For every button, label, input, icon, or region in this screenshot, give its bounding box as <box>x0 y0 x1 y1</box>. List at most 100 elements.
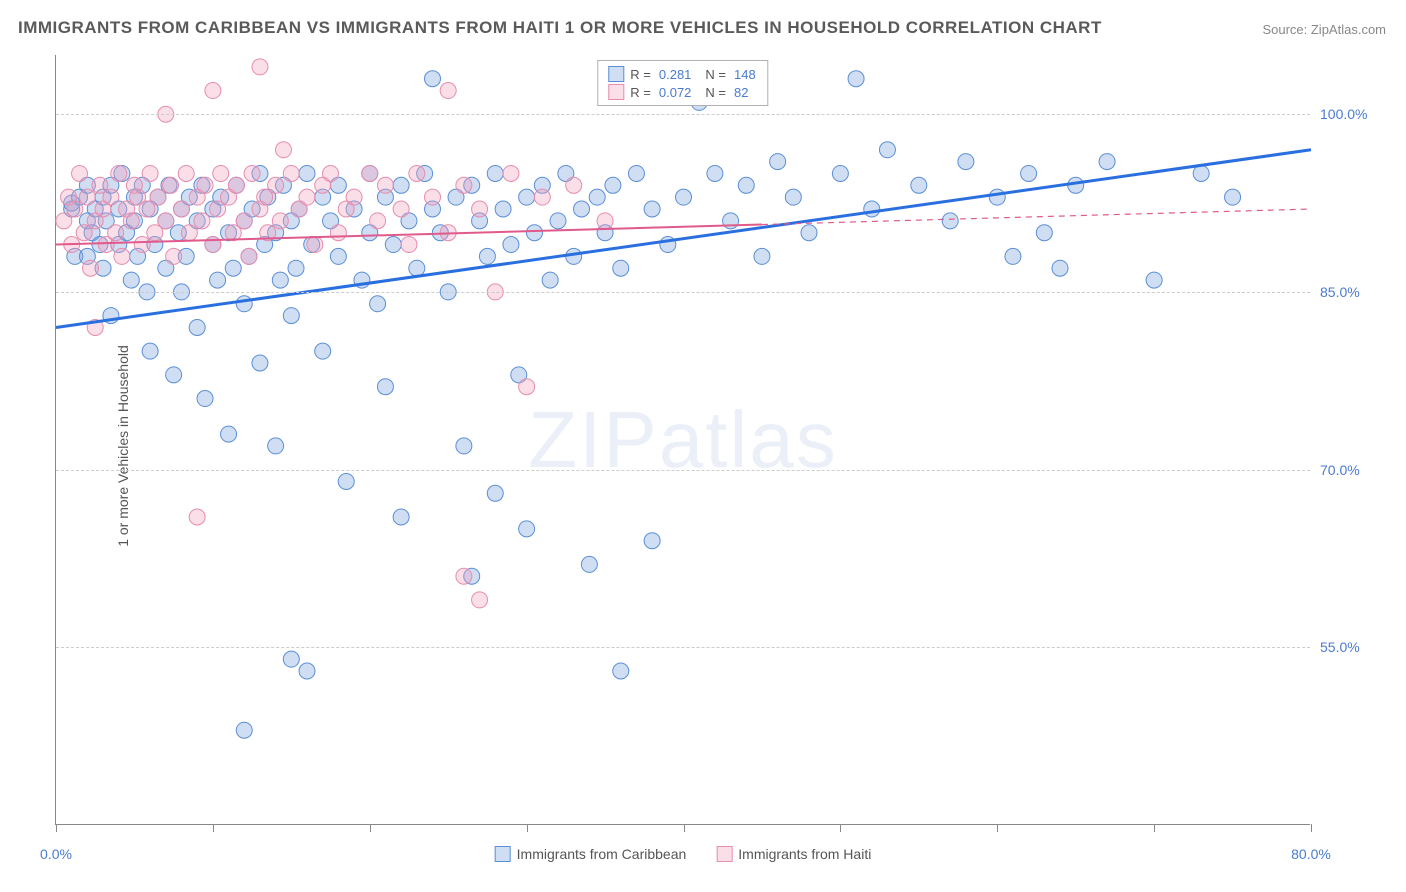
legend-r-value: 0.072 <box>657 85 694 100</box>
scatter-point <box>103 189 119 205</box>
legend-r-value: 0.281 <box>657 67 694 82</box>
scatter-point <box>377 379 393 395</box>
x-tick <box>56 824 57 832</box>
scatter-point <box>213 165 229 181</box>
scatter-point <box>738 177 754 193</box>
scatter-point <box>1036 225 1052 241</box>
legend-n-value: 148 <box>732 67 758 82</box>
scatter-point <box>307 237 323 253</box>
scatter-point <box>785 189 801 205</box>
y-tick-label: 70.0% <box>1320 462 1380 478</box>
scatter-point <box>158 213 174 229</box>
scatter-point <box>236 722 252 738</box>
scatter-point <box>346 189 362 205</box>
scatter-point <box>181 225 197 241</box>
scatter-point <box>178 165 194 181</box>
scatter-point <box>401 237 417 253</box>
scatter-point <box>526 225 542 241</box>
scatter-point <box>210 272 226 288</box>
scatter-point <box>519 379 535 395</box>
scatter-point <box>83 260 99 276</box>
x-tick <box>840 824 841 832</box>
scatter-point <box>108 225 124 241</box>
scatter-point <box>142 165 158 181</box>
scatter-point <box>72 165 88 181</box>
scatter-point <box>1005 248 1021 264</box>
scatter-point <box>299 663 315 679</box>
scatter-point <box>370 213 386 229</box>
source-label: Source: ZipAtlas.com <box>1262 22 1386 37</box>
scatter-point <box>315 343 331 359</box>
legend-swatch <box>716 846 732 862</box>
x-tick <box>370 824 371 832</box>
series-legend: Immigrants from CaribbeanImmigrants from… <box>495 846 872 862</box>
scatter-point <box>550 213 566 229</box>
scatter-point <box>330 248 346 264</box>
scatter-point <box>252 59 268 75</box>
scatter-point <box>581 556 597 572</box>
gridline-h <box>56 647 1310 648</box>
scatter-point <box>472 592 488 608</box>
scatter-point <box>283 308 299 324</box>
scatter-point <box>425 189 441 205</box>
scatter-point <box>942 213 958 229</box>
scatter-point <box>241 248 257 264</box>
y-tick-label: 100.0% <box>1320 106 1380 122</box>
scatter-point <box>613 663 629 679</box>
scatter-point <box>197 391 213 407</box>
scatter-point <box>440 83 456 99</box>
scatter-point <box>111 165 127 181</box>
scatter-point <box>385 237 401 253</box>
scatter-point <box>272 272 288 288</box>
legend-n-label: N = <box>705 67 726 82</box>
scatter-point <box>393 509 409 525</box>
scatter-point <box>205 83 221 99</box>
y-tick-label: 85.0% <box>1320 284 1380 300</box>
scatter-point <box>283 165 299 181</box>
scatter-point <box>832 165 848 181</box>
scatter-point <box>1099 154 1115 170</box>
x-tick <box>1154 824 1155 832</box>
scatter-point <box>163 177 179 193</box>
scatter-point <box>323 165 339 181</box>
scatter-point <box>879 142 895 158</box>
scatter-point <box>456 438 472 454</box>
scatter-point <box>150 189 166 205</box>
scatter-point <box>989 189 1005 205</box>
scatter-point <box>330 225 346 241</box>
scatter-point <box>189 319 205 335</box>
x-tick <box>684 824 685 832</box>
x-tick <box>1311 824 1312 832</box>
scatter-point <box>487 485 503 501</box>
scatter-point <box>707 165 723 181</box>
scatter-point <box>487 165 503 181</box>
legend-swatch <box>495 846 511 862</box>
x-tick <box>213 824 214 832</box>
scatter-point <box>338 473 354 489</box>
plot-area: ZIPatlas R =0.281N =148R =0.072N =82 Imm… <box>55 55 1310 825</box>
scatter-point <box>174 201 190 217</box>
scatter-point <box>393 201 409 217</box>
scatter-point <box>79 189 95 205</box>
series-legend-item: Immigrants from Haiti <box>716 846 871 862</box>
series-name: Immigrants from Haiti <box>738 846 871 862</box>
legend-r-label: R = <box>630 67 651 82</box>
scatter-point <box>409 260 425 276</box>
scatter-point <box>166 367 182 383</box>
scatter-point <box>605 177 621 193</box>
scatter-point <box>425 71 441 87</box>
scatter-point <box>574 201 590 217</box>
scatter-point <box>370 296 386 312</box>
scatter-point <box>268 177 284 193</box>
legend-swatch <box>608 84 624 100</box>
chart-title: IMMIGRANTS FROM CARIBBEAN VS IMMIGRANTS … <box>18 18 1102 38</box>
scatter-point <box>283 651 299 667</box>
scatter-point <box>393 177 409 193</box>
scatter-point <box>472 201 488 217</box>
scatter-point <box>142 343 158 359</box>
scatter-point <box>754 248 770 264</box>
scatter-point <box>228 177 244 193</box>
scatter-point <box>613 260 629 276</box>
scatter-point <box>377 177 393 193</box>
scatter-point <box>628 165 644 181</box>
